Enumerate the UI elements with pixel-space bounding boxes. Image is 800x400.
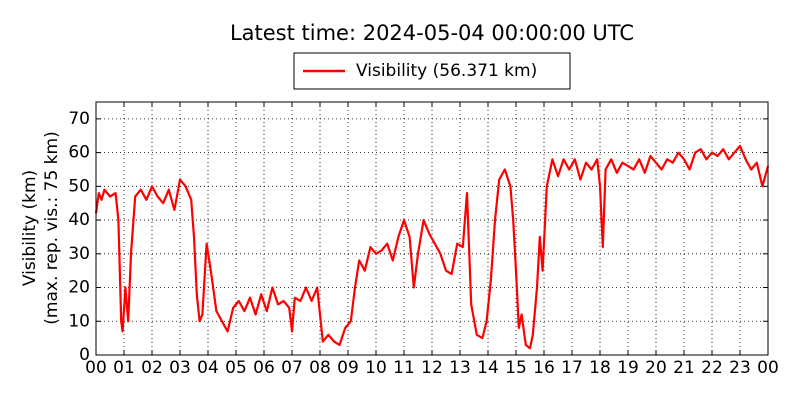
y-tick-label: 50: [68, 176, 90, 196]
y-tick-label: 40: [68, 210, 90, 230]
y-tick-label: 70: [68, 109, 90, 129]
x-tick-label: 00: [85, 358, 107, 378]
legend-label: Visibility (56.371 km): [356, 61, 537, 81]
x-tick-label: 02: [141, 358, 163, 378]
x-tick-label: 15: [505, 358, 527, 378]
x-tick-label: 18: [589, 358, 611, 378]
x-tick-label: 23: [729, 358, 751, 378]
y-tick-label: 30: [68, 244, 90, 264]
x-tick-label: 06: [253, 358, 275, 378]
x-tick-label: 22: [701, 358, 723, 378]
x-tick-label: 20: [645, 358, 667, 378]
x-tick-label: 00: [757, 358, 779, 378]
x-tick-label: 07: [281, 358, 303, 378]
x-tick-label: 12: [421, 358, 443, 378]
x-tick-label: 14: [477, 358, 499, 378]
x-tick-label: 01: [113, 358, 135, 378]
y-label-line: Visibility (km): [20, 170, 40, 286]
x-tick-label: 17: [561, 358, 583, 378]
plot-frame: [95, 101, 769, 356]
x-tick-label: 19: [617, 358, 639, 378]
x-tick-label: 13: [449, 358, 471, 378]
y-tick-label: 20: [68, 278, 90, 298]
y-axis-label: Visibility (km) (max. rep. vis.: 75 km): [20, 131, 62, 324]
y-tick-label: 0: [79, 345, 90, 365]
x-tick-label: 04: [197, 358, 219, 378]
x-tick-label: 11: [393, 358, 415, 378]
x-tick-label: 08: [309, 358, 331, 378]
x-tick-label: 09: [337, 358, 359, 378]
x-tick-label: 21: [673, 358, 695, 378]
x-tick-label: 10: [365, 358, 387, 378]
x-tick-label: 05: [225, 358, 247, 378]
chart-title: Latest time: 2024-05-04 00:00:00 UTC: [230, 21, 634, 45]
y-tick-label: 60: [68, 143, 90, 163]
data-line: [94, 144, 770, 350]
x-tick-label: 16: [533, 358, 555, 378]
y-tick-label: 10: [68, 311, 90, 331]
y-label-line: (max. rep. vis.: 75 km): [42, 131, 62, 324]
x-tick-label: 03: [169, 358, 191, 378]
